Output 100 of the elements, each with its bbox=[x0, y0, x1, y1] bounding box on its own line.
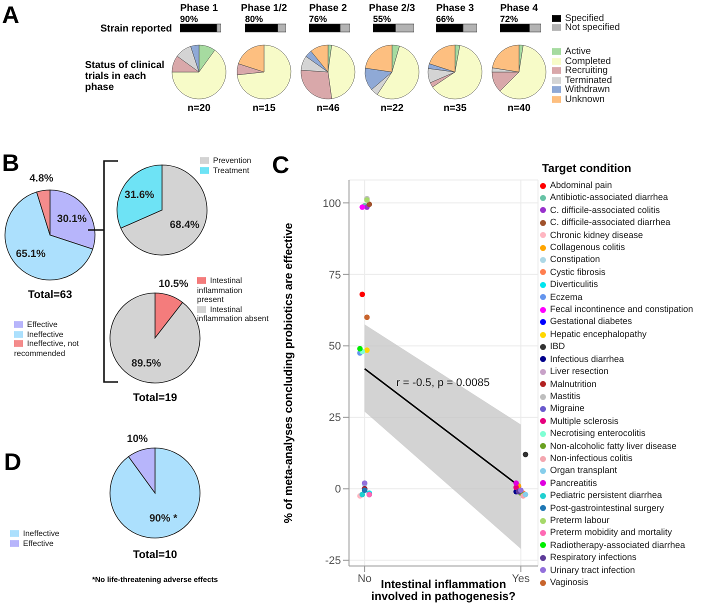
legend-label: Antibiotic-associated diarrhea bbox=[550, 192, 668, 202]
legend-label: Specified bbox=[565, 13, 604, 24]
legend-label: Effective bbox=[27, 320, 58, 329]
text: Total=10 bbox=[132, 549, 178, 561]
data-label: 89.5% bbox=[131, 358, 162, 370]
legend-label: Non-infectious colitis bbox=[550, 452, 633, 463]
legend-label: Preterm labour bbox=[550, 514, 610, 525]
legend-label: Not specified bbox=[565, 22, 620, 34]
data-label: 66% bbox=[436, 14, 454, 24]
legend-label: Unknown bbox=[565, 94, 605, 105]
legend-label: Treatment bbox=[213, 166, 250, 174]
legend-label: Intestinal inflammation absent bbox=[197, 304, 269, 323]
data-label: 80% bbox=[245, 14, 264, 24]
legend-label: Vaginosis bbox=[550, 577, 588, 587]
annotation: r = -0.5, p = 0.0085 bbox=[395, 377, 491, 389]
legend-label: Withdrawn bbox=[565, 84, 610, 96]
legend-label: Recruiting bbox=[565, 65, 608, 76]
text: n=15 bbox=[251, 103, 277, 114]
text: Total=19 bbox=[132, 392, 178, 404]
legend-label: Liver resection bbox=[550, 366, 609, 376]
legend-label: Urinary tract infection bbox=[550, 564, 636, 575]
y-tick-label: 75 bbox=[328, 269, 341, 282]
legend-label: Active bbox=[565, 46, 591, 58]
data-label: 90% * bbox=[149, 512, 178, 525]
legend-label: Prevention bbox=[213, 156, 252, 165]
chart-title: B bbox=[2, 150, 20, 178]
text: D bbox=[4, 449, 22, 477]
legend-label: Abdominal pain bbox=[550, 180, 612, 190]
legend-label: C. difficile-associated colitis bbox=[550, 204, 660, 215]
text: Total=63 bbox=[26, 289, 74, 301]
legend-label: Necrotising enterocolitis bbox=[550, 428, 646, 438]
legend-title: Target condition bbox=[542, 163, 632, 175]
text: Status of clinical trials in each phase bbox=[85, 60, 166, 93]
data-label: 72% bbox=[500, 14, 518, 24]
pie-slice bbox=[236, 44, 292, 100]
y-tick-label: 25 bbox=[328, 412, 341, 424]
legend-label: Pediatric persistent diarrhea bbox=[550, 490, 662, 500]
data-label: 55% bbox=[373, 14, 392, 24]
data-label: 10.5% bbox=[158, 278, 190, 290]
chart-title: Phase 1 bbox=[179, 3, 219, 14]
data-label: 4.8% bbox=[29, 172, 54, 185]
legend-label: Post-gastrointestinal surgery bbox=[550, 502, 664, 513]
legend-label: Intestinal inflammation present bbox=[197, 276, 242, 304]
text: A bbox=[2, 2, 20, 30]
legend-label: Preterm mobidity and mortality bbox=[550, 527, 672, 538]
legend-label: Chronic kidney disease bbox=[550, 230, 644, 240]
legend-label: IBD bbox=[550, 341, 566, 352]
legend-label: Diverticulitis bbox=[550, 279, 598, 290]
text: n=20 bbox=[186, 103, 212, 114]
legend-label: Organ transplant bbox=[550, 465, 618, 476]
legend-label: Cystic fibrosis bbox=[550, 266, 606, 277]
legend-label: Collagenous colitis bbox=[550, 242, 626, 252]
legend-label: Malnutrition bbox=[550, 378, 597, 388]
data-label: 10% bbox=[126, 432, 149, 445]
legend-label: Non-alcoholic fatty liver disease bbox=[550, 440, 677, 451]
legend-label: Effective bbox=[23, 538, 54, 548]
legend-label: Ineffective, not recommended bbox=[14, 339, 79, 358]
text: n=35 bbox=[442, 103, 468, 114]
text: n=46 bbox=[315, 103, 341, 114]
chart-title: C bbox=[272, 152, 290, 180]
legend-label: Respiratory infections bbox=[550, 552, 637, 562]
legend-label: Gestational diabetes bbox=[550, 316, 632, 326]
legend-label: Terminated bbox=[565, 74, 612, 86]
text: n=40 bbox=[506, 103, 532, 114]
legend-label: Pancreatitis bbox=[550, 478, 598, 488]
legend-label: Ineffective bbox=[27, 330, 64, 338]
data-label: 76% bbox=[309, 14, 328, 24]
legend-label: C. difficile-associated diarrhea bbox=[550, 217, 670, 228]
data-label: 65.1% bbox=[16, 248, 46, 260]
chart-title: Phase 4 bbox=[499, 3, 539, 14]
y-tick-label: 0 bbox=[334, 484, 341, 496]
data-label: 90% bbox=[180, 14, 198, 24]
legend-label: Multiple sclerosis bbox=[550, 416, 619, 426]
data-label: 31.6% bbox=[124, 189, 155, 202]
chart-title: Phase 1/2 bbox=[240, 3, 288, 14]
legend-label: Mastitis bbox=[550, 390, 581, 401]
chart-title: Phase 3 bbox=[435, 3, 475, 14]
legend-label: Hepatic encephalopathy bbox=[550, 328, 647, 339]
text: n=22 bbox=[379, 103, 405, 114]
pie-slice bbox=[110, 448, 200, 538]
pie-slice bbox=[120, 164, 208, 256]
legend-label: Fecal incontinence and constipation bbox=[550, 304, 694, 314]
legend-label: Constipation bbox=[550, 254, 600, 264]
chart-title: Phase 2 bbox=[308, 3, 348, 14]
legend-label: Migraine bbox=[550, 403, 585, 414]
data-label: 30.1% bbox=[57, 213, 88, 226]
chart-title: Phase 2/3 bbox=[368, 3, 416, 14]
legend-label: Infectious diarrhea bbox=[550, 354, 624, 364]
legend-label: Radiotherapy-associated diarrhea bbox=[550, 540, 686, 550]
y-axis-title: % of meta-analyses concluding probiotics are effective bbox=[283, 222, 296, 524]
y-tick-label: 100 bbox=[322, 198, 341, 210]
y-tick-label: Strain reported bbox=[100, 24, 172, 35]
y-tick-label: -25 bbox=[325, 555, 341, 568]
legend-label: Eczema bbox=[550, 292, 583, 302]
legend-label: Ineffective bbox=[23, 529, 60, 538]
y-tick-label: 50 bbox=[328, 340, 341, 353]
pie-slice bbox=[4, 192, 94, 280]
legend-label: Completed bbox=[565, 56, 611, 67]
x-tick-label: No bbox=[358, 572, 372, 585]
data-label: 68.4% bbox=[170, 218, 200, 231]
